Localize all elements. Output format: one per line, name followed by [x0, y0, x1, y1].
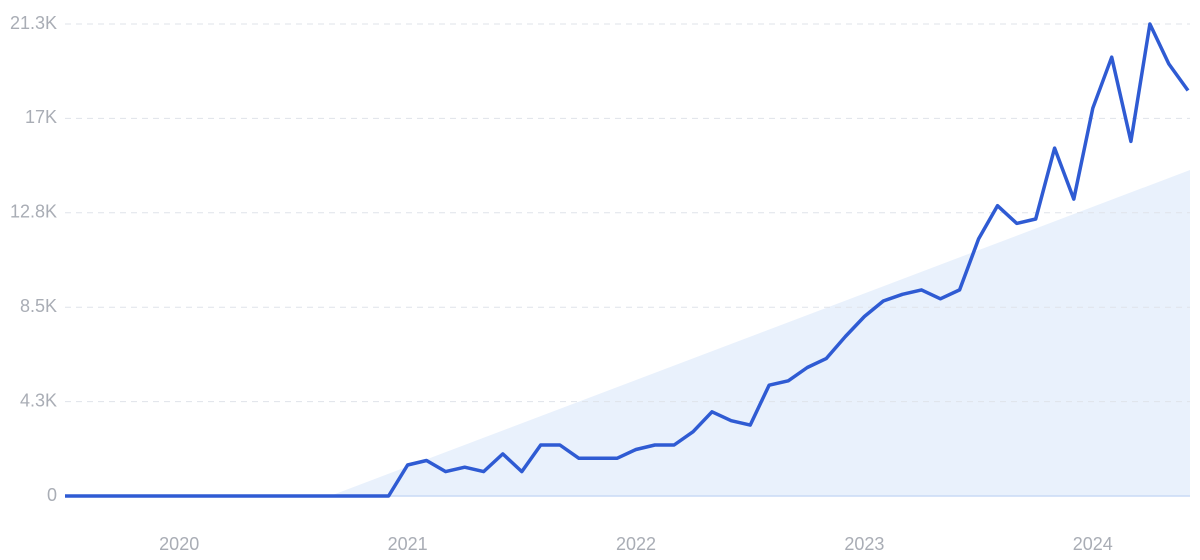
trend-area — [330, 170, 1190, 496]
y-tick-label: 17K — [25, 107, 57, 127]
x-tick-label: 2020 — [159, 534, 199, 554]
y-tick-label: 0 — [47, 485, 57, 505]
x-tick-label: 2022 — [616, 534, 656, 554]
line — [65, 22, 1190, 498]
y-tick-label: 12.8K — [10, 202, 57, 222]
x-tick-label: 2024 — [1073, 534, 1113, 554]
x-tick-label: 2023 — [844, 534, 884, 554]
y-tick-label: 21.3K — [10, 13, 57, 33]
x-tick-label: 2021 — [388, 534, 428, 554]
y-tick-label: 8.5K — [20, 296, 57, 316]
y-tick-label: 4.3K — [20, 390, 57, 410]
